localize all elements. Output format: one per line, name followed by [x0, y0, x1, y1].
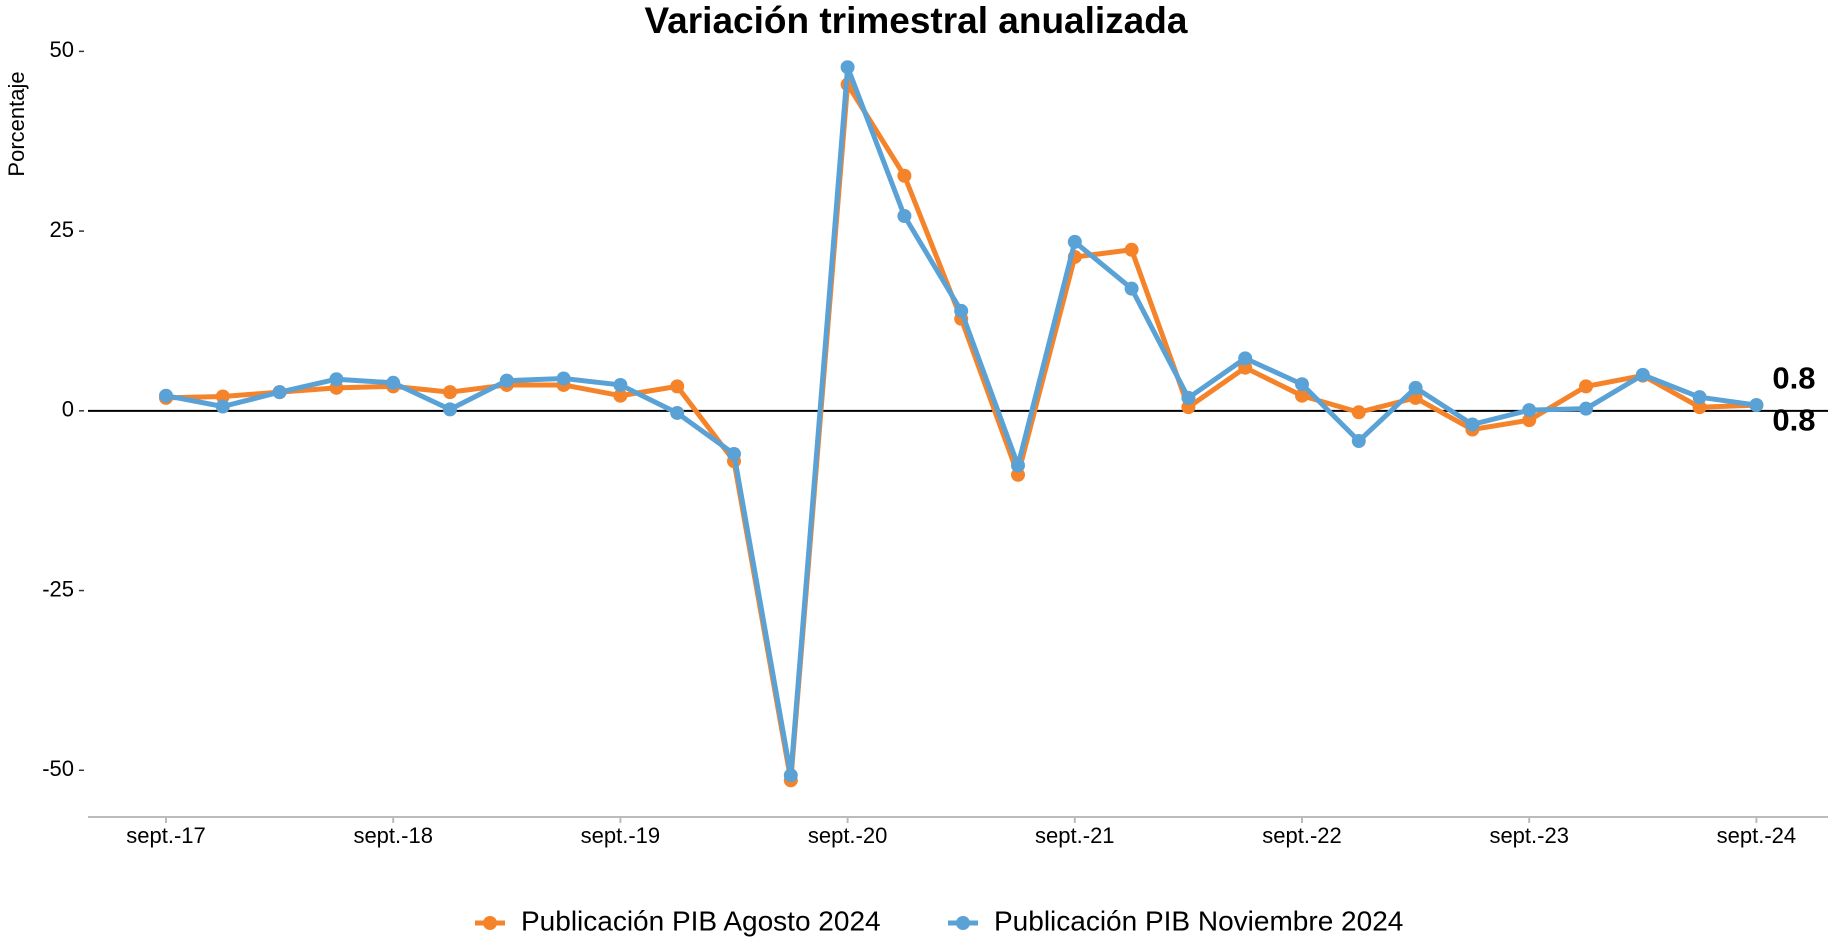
data-point	[670, 405, 685, 420]
data-point	[613, 377, 628, 392]
legend-dot	[483, 916, 497, 930]
data-point	[1295, 388, 1309, 403]
data-point	[1692, 400, 1707, 415]
data-point	[1351, 434, 1366, 449]
data-point	[329, 372, 344, 387]
data-point	[1522, 403, 1537, 418]
data-point	[443, 402, 457, 417]
x-tick-label: sept.-18	[353, 823, 433, 848]
y-tick-label: 25	[50, 217, 74, 242]
chart-title: Variación trimestral anualizada	[645, 0, 1188, 41]
y-tick-label: -50	[42, 756, 74, 781]
data-point	[1408, 380, 1423, 395]
x-tick-label: sept.-23	[1489, 823, 1569, 848]
data-point	[1522, 413, 1537, 428]
data-point	[1692, 390, 1707, 405]
data-point	[1124, 242, 1139, 257]
data-point	[897, 209, 912, 224]
end-label: 0.8	[1772, 402, 1815, 437]
data-point	[1465, 417, 1480, 432]
y-tick-label: 50	[50, 37, 74, 62]
data-point	[1067, 234, 1082, 249]
data-point	[443, 385, 457, 400]
data-point	[1579, 401, 1593, 416]
data-point	[386, 375, 401, 390]
data-point	[159, 388, 173, 403]
data-point	[499, 373, 514, 388]
data-point	[727, 446, 741, 461]
legend-dot	[956, 916, 970, 930]
x-tick-label: sept.-22	[1262, 823, 1342, 848]
series-line	[165, 81, 1757, 783]
data-point	[783, 768, 798, 783]
x-tick-label: sept.-21	[1035, 823, 1115, 848]
x-tick-label: sept.-19	[581, 823, 661, 848]
data-point	[1749, 398, 1764, 413]
y-tick-label: 0	[62, 397, 74, 422]
y-axis-label: Porcentaje	[4, 71, 29, 176]
legend-label: Publicación PIB Noviembre 2024	[994, 905, 1403, 936]
x-tick-label: sept.-17	[126, 823, 206, 848]
data-point	[840, 60, 855, 75]
x-tick-label: sept.-24	[1717, 823, 1797, 848]
data-point	[272, 385, 287, 400]
data-point	[1238, 351, 1253, 366]
data-point	[1351, 405, 1366, 420]
y-tick-label: -25	[42, 576, 74, 601]
data-point	[556, 371, 571, 386]
data-point	[1579, 379, 1593, 394]
end-label: 0.8	[1772, 360, 1815, 395]
data-point	[1635, 367, 1650, 382]
data-point	[1295, 377, 1309, 392]
data-point	[897, 168, 912, 183]
data-point	[215, 399, 230, 414]
data-point	[1124, 281, 1139, 296]
data-point	[613, 388, 628, 403]
data-point	[215, 389, 230, 404]
data-point	[1181, 390, 1196, 405]
legend-label: Publicación PIB Agosto 2024	[521, 905, 881, 936]
data-point	[670, 379, 685, 394]
x-tick-label: sept.-20	[808, 823, 888, 848]
data-point	[1011, 458, 1025, 473]
data-point	[954, 303, 969, 318]
